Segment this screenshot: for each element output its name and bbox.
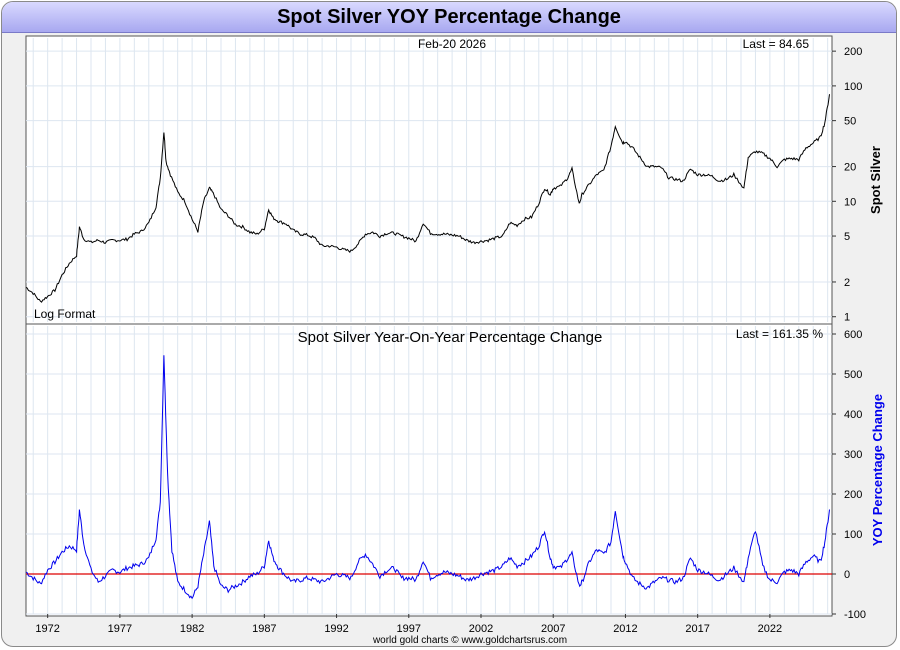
yoy-ytick-label: 0 <box>844 569 850 581</box>
price-series-line <box>25 94 830 303</box>
yoy-ytick-label: 300 <box>844 449 862 461</box>
yoy-ylabel: YOY Percentage Change <box>870 394 885 546</box>
xtick-label: 1977 <box>108 623 132 635</box>
xtick-label: 2002 <box>469 623 493 635</box>
price-ytick-label: 2 <box>844 277 850 289</box>
xtick-label: 2007 <box>541 623 565 635</box>
xtick-label: 2017 <box>685 623 709 635</box>
price-ytick-label: 5 <box>844 231 850 243</box>
yoy-ytick-label: 500 <box>844 369 862 381</box>
footer-credit: world gold charts © www.goldchartsrus.co… <box>372 635 567 646</box>
price-ytick-label: 200 <box>844 46 862 58</box>
yoy-ytick-label: 200 <box>844 489 862 501</box>
xtick-label: 2022 <box>758 623 782 635</box>
yoy-ytick-label: 100 <box>844 529 862 541</box>
xtick-label: 1972 <box>35 623 59 635</box>
yoy-ytick-label: 600 <box>844 329 862 341</box>
axis-layer: 200 100 50 20 10 5 2 1 600 500 400 300 200 100 0 -100 19… <box>35 46 866 635</box>
series-layer <box>25 94 832 600</box>
xtick-label: 2012 <box>613 623 637 635</box>
xtick-label: 1987 <box>252 623 276 635</box>
yoy-series-line <box>25 355 830 600</box>
yoy-title: Spot Silver Year-On-Year Percentage Chan… <box>298 329 603 346</box>
xtick-label: 1992 <box>324 623 348 635</box>
price-last-label: Last = 84.65 <box>743 37 810 51</box>
price-ylabel: Spot Silver <box>868 146 883 214</box>
price-scale-label: Log Format <box>34 307 96 321</box>
price-ytick-label: 10 <box>844 196 856 208</box>
yoy-last-label: Last = 161.35 % <box>736 327 823 341</box>
chart-title: Spot Silver YOY Percentage Change <box>2 2 896 33</box>
xtick-label: 1982 <box>180 623 204 635</box>
price-ytick-label: 1 <box>844 312 850 324</box>
price-date-label: Feb-20 2026 <box>418 37 486 51</box>
xtick-label: 1997 <box>397 623 421 635</box>
price-ytick-label: 100 <box>844 81 862 93</box>
price-ytick-label: 20 <box>844 162 856 174</box>
price-panel <box>25 35 833 325</box>
price-ytick-label: 50 <box>844 116 856 128</box>
yoy-ytick-label: -100 <box>844 609 866 621</box>
yoy-ytick-label: 400 <box>844 409 862 421</box>
